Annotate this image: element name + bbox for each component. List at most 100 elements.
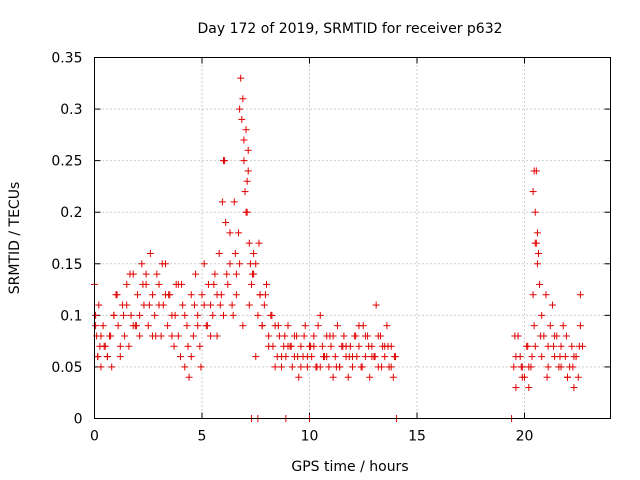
- data-point: [568, 342, 576, 350]
- data-point: [318, 342, 326, 350]
- data-point: [531, 208, 539, 216]
- data-point: [240, 157, 248, 165]
- data-point: [319, 353, 327, 361]
- data-point: [110, 311, 118, 319]
- data-point: [366, 373, 374, 381]
- data-point: [290, 332, 298, 340]
- data-point: [179, 301, 187, 309]
- data-point: [250, 249, 258, 257]
- data-point: [355, 342, 363, 350]
- data-point: [510, 363, 518, 371]
- data-point: [524, 342, 532, 350]
- data-point: [562, 332, 570, 340]
- data-point: [365, 342, 373, 350]
- y-tick-label: 0.35: [51, 51, 82, 67]
- y-axis-label: SRMTID / TECUs: [7, 182, 23, 295]
- data-point: [116, 353, 124, 361]
- data-point: [570, 353, 578, 361]
- data-point: [297, 363, 305, 371]
- data-point: [158, 260, 166, 268]
- data-point: [570, 384, 578, 392]
- data-point: [548, 301, 556, 309]
- data-point: [384, 342, 392, 350]
- data-point: [138, 260, 146, 268]
- data-point: [245, 301, 253, 309]
- data-point: [181, 363, 189, 371]
- data-point: [530, 322, 538, 330]
- y-tick-label: 0.1: [60, 308, 82, 324]
- data-point: [114, 322, 122, 330]
- data-point: [155, 280, 163, 288]
- data-point: [103, 353, 111, 361]
- data-point: [194, 311, 202, 319]
- data-point: [281, 332, 289, 340]
- data-point: [532, 167, 540, 175]
- data-point: [278, 363, 286, 371]
- data-point: [196, 342, 204, 350]
- data-point: [533, 229, 541, 237]
- data-point: [232, 270, 240, 278]
- x-tick-label: 10: [301, 429, 319, 445]
- data-point: [211, 270, 219, 278]
- data-point: [381, 353, 389, 361]
- grid: [94, 57, 611, 419]
- data-point: [194, 322, 202, 330]
- data-point: [390, 353, 398, 361]
- data-point: [542, 291, 550, 299]
- data-point: [241, 188, 249, 196]
- data-point: [287, 342, 295, 350]
- data-point: [576, 291, 584, 299]
- data-point: [132, 322, 140, 330]
- x-tick-label: 15: [408, 429, 426, 445]
- data-point: [171, 311, 179, 319]
- data-point: [378, 363, 386, 371]
- data-point: [361, 353, 369, 361]
- data-point: [125, 342, 133, 350]
- data-point: [146, 249, 154, 257]
- data-point: [313, 363, 321, 371]
- data-point: [107, 332, 115, 340]
- data-point: [345, 353, 353, 361]
- data-point: [136, 311, 144, 319]
- data-point: [265, 332, 273, 340]
- data-point: [538, 311, 546, 319]
- data-point: [307, 342, 315, 350]
- data-point: [258, 322, 266, 330]
- plot-frame: [94, 57, 611, 419]
- data-point: [231, 249, 239, 257]
- data-point: [371, 353, 379, 361]
- data-point: [247, 280, 255, 288]
- data-point: [512, 353, 520, 361]
- data-point: [511, 332, 519, 340]
- data-point: [242, 208, 250, 216]
- data-point: [189, 332, 197, 340]
- data-point: [331, 353, 339, 361]
- data-point: [537, 332, 545, 340]
- data-point: [252, 353, 260, 361]
- data-point: [525, 384, 533, 392]
- data-point: [238, 115, 246, 123]
- data-point: [151, 311, 159, 319]
- data-point: [538, 353, 546, 361]
- y-tick-label: 0.25: [51, 154, 82, 170]
- data-point: [209, 311, 217, 319]
- data-point: [178, 280, 186, 288]
- data-point: [349, 363, 356, 371]
- data-point: [372, 301, 380, 309]
- data-point: [245, 239, 253, 247]
- data-point: [144, 322, 152, 330]
- data-point: [265, 342, 273, 350]
- x-tick-label: 20: [516, 429, 534, 445]
- chart-title: Day 172 of 2019, SRMTID for receiver p63…: [197, 21, 502, 37]
- data-point: [517, 363, 525, 371]
- data-point: [230, 198, 238, 206]
- data-point: [329, 373, 337, 381]
- data-point: [529, 188, 537, 196]
- data-point: [244, 146, 252, 154]
- y-tick-label: 0: [74, 412, 83, 428]
- data-point: [327, 342, 335, 350]
- data-point: [127, 311, 135, 319]
- y-tick-label: 0.2: [60, 205, 82, 221]
- data-point: [274, 322, 282, 330]
